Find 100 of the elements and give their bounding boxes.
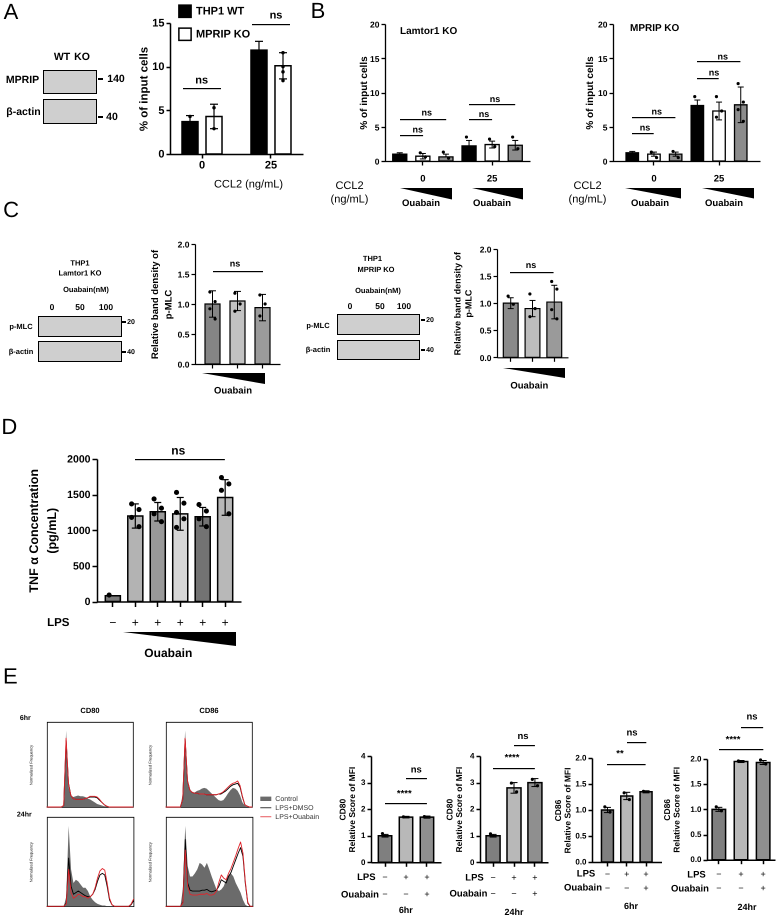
text: E: [2, 662, 18, 688]
x-tick-label: 0: [420, 174, 426, 184]
text: ns: [170, 444, 186, 458]
text: 140: [107, 73, 125, 85]
x-axis-title: CCL2 (ng/mL): [330, 180, 368, 206]
annotation: ns: [640, 122, 650, 132]
x-tick-label: 25: [714, 174, 726, 184]
x-axis-title: 24hr: [504, 906, 524, 916]
text: A: [4, 0, 19, 24]
text: ns: [746, 712, 758, 723]
text: LPS: [356, 872, 376, 883]
text: 0: [50, 302, 55, 312]
y-tick-label: 0.0: [690, 855, 702, 864]
annotation: ns: [412, 124, 423, 134]
x-tick-label: 25: [264, 159, 278, 172]
y-tick-label: 2000: [66, 454, 90, 466]
text: MPRIP: [6, 74, 40, 86]
y-tick-label: 10: [598, 88, 608, 98]
x-tick-label: +: [221, 616, 228, 630]
text: Ouabain: [564, 882, 602, 894]
y-axis-title: TNF α Concentration (pg/mL): [26, 468, 59, 593]
text: LPS: [465, 872, 484, 883]
text: KO: [74, 51, 90, 63]
x-axis-title: 24hr: [738, 902, 757, 912]
y-tick-label: 1.0: [178, 300, 190, 310]
annotation: ns: [651, 106, 662, 117]
y-tick-label: 2.0: [178, 240, 190, 250]
annotation: ns: [478, 109, 490, 119]
chart-title: MPRIP KO: [630, 23, 680, 34]
x-tick-label: 0: [651, 174, 657, 184]
y-axis-title: Relative band density of p-MLC: [452, 250, 474, 356]
x-tick-label: − −: [716, 869, 722, 894]
x-tick-label: − −: [604, 869, 610, 894]
text: ns: [626, 728, 638, 739]
text: LPS: [46, 617, 70, 629]
annotation: ns: [230, 258, 240, 268]
text: Ouabain: [704, 198, 744, 209]
y-tick-label: 4: [470, 751, 476, 760]
y-tick-label: 0.5: [479, 326, 492, 336]
y-tick-label: 2.0: [479, 244, 492, 254]
y-tick-label: 2.0: [690, 754, 702, 764]
text: Ouabain: [671, 884, 710, 895]
y-tick-label: 1500: [66, 489, 90, 502]
y-tick-label: 0.5: [575, 832, 588, 841]
y-tick-label: 1.0: [479, 298, 492, 309]
y-tick-label: 10: [370, 88, 380, 98]
text: LPS: [576, 868, 596, 880]
y-tick-label: 1.5: [178, 270, 190, 280]
x-tick-label: +: [198, 616, 206, 630]
x-tick-label: + +: [532, 872, 538, 898]
text: D: [1, 414, 17, 439]
x-tick-label: +: [176, 616, 184, 630]
annotation: ns: [708, 68, 720, 78]
x-axis-title: 6hr: [624, 901, 638, 912]
y-tick-label: 1.0: [575, 806, 588, 815]
y-tick-label: 0.5: [178, 330, 190, 340]
y-tick-label: 1.5: [690, 780, 702, 789]
y-tick-label: 1: [470, 830, 476, 840]
text: LPS: [687, 870, 706, 881]
y-tick-label: 15: [152, 17, 164, 30]
text: β-actin: [6, 106, 41, 118]
y-axis-title: % of input cells: [359, 56, 370, 130]
text: Ouabain: [402, 198, 440, 209]
annotation: ****: [504, 752, 520, 763]
y-tick-label: 4: [360, 751, 366, 760]
y-axis-title: CD80 Relative Score of MFI: [444, 766, 464, 852]
y-axis-title: CD86 Relative Score of MFI: [552, 768, 572, 854]
y-tick-label: 0: [470, 857, 476, 866]
x-tick-label: + +: [760, 869, 766, 894]
y-tick-label: 2.0: [575, 754, 588, 763]
x-tick-label: − −: [382, 871, 388, 898]
text: 0: [348, 301, 353, 311]
text: ****: [726, 734, 741, 746]
text: Ouabain: [630, 198, 670, 209]
y-tick-label: 0.5: [690, 830, 702, 840]
annotation: ns: [195, 74, 208, 86]
y-tick-label: 0.0: [178, 360, 190, 370]
y-tick-label: 5: [158, 104, 164, 117]
x-tick-label: + −: [624, 869, 630, 894]
x-tick-label: + −: [738, 869, 744, 894]
text: 50: [75, 302, 85, 312]
text: 40: [106, 111, 118, 123]
text: 50: [375, 301, 385, 311]
x-tick-label: − −: [490, 872, 496, 898]
y-axis-title: % of input cells: [585, 56, 596, 130]
annotation: ns: [421, 107, 432, 118]
text: 100: [98, 302, 114, 312]
annotation: ns: [717, 52, 728, 62]
text: 100: [396, 301, 412, 311]
y-tick-label: 500: [72, 560, 90, 572]
text: WT: [54, 51, 71, 63]
x-tick-label: +: [154, 616, 161, 630]
y-tick-label: 0.0: [479, 352, 492, 363]
x-tick-label: + +: [643, 869, 649, 894]
x-tick-label: −: [109, 616, 116, 630]
text: C: [3, 197, 20, 222]
annotation: ns: [525, 260, 536, 270]
text: Ouabain: [450, 888, 488, 899]
y-tick-label: 1.0: [690, 805, 702, 814]
y-axis-title: Relative band density of p-MLC: [150, 249, 175, 360]
